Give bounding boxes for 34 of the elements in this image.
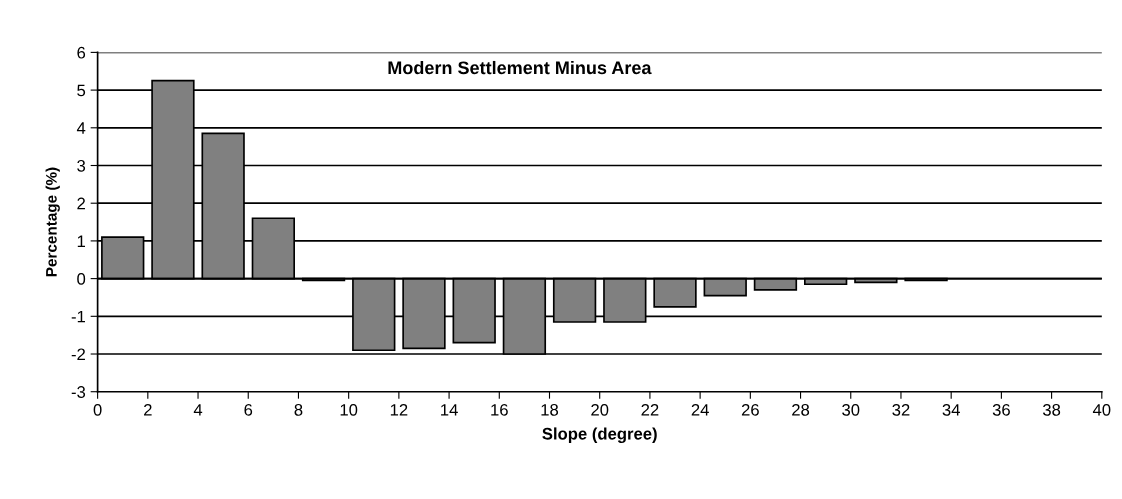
x-tick-label: 14 (441, 404, 458, 416)
chart-title: Modern Settlement Minus Area (388, 60, 652, 75)
x-tick-label: 8 (294, 403, 303, 416)
y-tick-label: 2 (77, 197, 85, 210)
x-tick-label: 32 (892, 403, 910, 416)
y-tick-label: 0 (77, 273, 86, 285)
x-tick-label: 2 (144, 403, 152, 416)
y-axis-title: Percentage (%) (45, 167, 60, 277)
x-tick-label: 30 (842, 403, 860, 416)
x-tick-label: 34 (942, 403, 960, 416)
y-tick-label: 5 (77, 84, 86, 97)
x-tick-label: 12 (390, 403, 408, 416)
x-tick-label: 28 (792, 403, 810, 416)
x-tick-label: 40 (1092, 403, 1111, 416)
x-axis-title: Slope (degree) (542, 427, 657, 443)
x-tick-label: 0 (93, 403, 102, 416)
x-tick-label: 4 (193, 404, 203, 416)
x-tick-label: 22 (641, 403, 659, 416)
y-tick-label: 3 (77, 159, 86, 172)
y-tick-label: -1 (71, 310, 85, 323)
x-tick-label: 26 (741, 403, 759, 416)
x-tick-label: 6 (244, 403, 253, 416)
y-tick-label: 1 (77, 235, 85, 247)
x-tick-label: 38 (1042, 403, 1061, 416)
x-tick-label: 16 (491, 403, 508, 416)
y-tick-label: -3 (71, 386, 86, 398)
y-tick-label: 4 (76, 122, 86, 134)
x-tick-label: 18 (541, 403, 559, 416)
y-tick-label: -2 (71, 348, 85, 361)
y-tick-label: 6 (77, 46, 86, 59)
x-tick-label: 24 (691, 403, 709, 416)
x-tick-label: 10 (340, 403, 358, 416)
x-tick-label: 36 (992, 403, 1010, 416)
x-tick-label: 20 (591, 403, 609, 416)
